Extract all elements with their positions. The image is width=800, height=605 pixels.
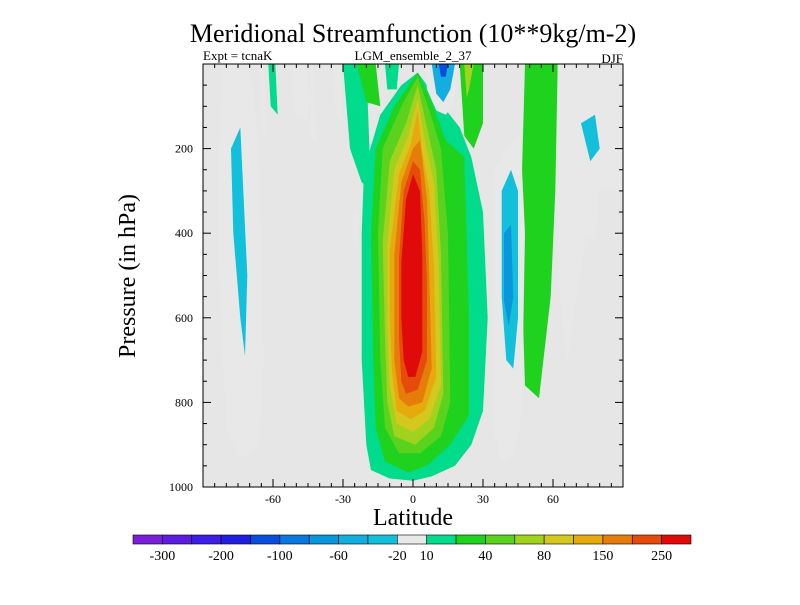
contour-region-30 bbox=[557, 64, 623, 361]
x-tick-label: 60 bbox=[547, 492, 559, 506]
colorbar bbox=[132, 534, 692, 545]
left-subtitle: Expt = tcnaK bbox=[203, 48, 273, 63]
center-subtitle: LGM_ensemble_2_37 bbox=[355, 48, 472, 63]
colorbar-label: -60 bbox=[329, 549, 348, 564]
y-tick-labels: 200 400 600 800 1000 bbox=[169, 142, 193, 494]
colorbar-swatch bbox=[338, 534, 369, 545]
colorbar-swatch bbox=[279, 534, 310, 545]
tick-layer bbox=[203, 64, 623, 487]
contour-region-4 bbox=[291, 64, 311, 119]
colorbar-swatch bbox=[661, 534, 692, 545]
contour-region-10 bbox=[385, 64, 399, 90]
colorbar-label: -100 bbox=[267, 549, 293, 564]
contour-region-5 bbox=[310, 64, 318, 145]
colorbar-label: 80 bbox=[537, 549, 551, 564]
contour-region-29 bbox=[504, 224, 514, 327]
colorbar-swatch bbox=[397, 534, 427, 545]
contour-region-20 bbox=[459, 64, 483, 149]
y-axis-label: Pressure (in hPa) bbox=[115, 194, 141, 358]
contour-region-22 bbox=[520, 64, 558, 399]
colorbar-swatch bbox=[220, 534, 251, 545]
colorbar-swatch bbox=[132, 534, 163, 545]
plot-frame bbox=[202, 63, 624, 488]
y-tick-label: 400 bbox=[175, 226, 193, 240]
x-tick-label: -30 bbox=[335, 492, 351, 506]
contour-region-3 bbox=[268, 64, 278, 115]
colorbar-swatch bbox=[308, 534, 339, 545]
colorbar-swatch bbox=[426, 534, 457, 545]
x-tick-label: 30 bbox=[477, 492, 489, 506]
colorbar-label: -20 bbox=[388, 549, 407, 564]
contour-region-6 bbox=[333, 64, 343, 124]
colorbar-label: 250 bbox=[651, 549, 672, 564]
x-tick-label: 0 bbox=[410, 492, 416, 506]
contour-region-26 bbox=[438, 64, 448, 77]
colorbar-swatch bbox=[573, 534, 604, 545]
contour-layer bbox=[217, 64, 623, 481]
colorbar-swatch bbox=[631, 534, 662, 545]
colorbar-swatch bbox=[455, 534, 486, 545]
colorbar-label: 10 bbox=[420, 549, 434, 564]
contour-region-7 bbox=[352, 207, 360, 251]
contour-region-8 bbox=[343, 64, 371, 191]
contour-region-2 bbox=[259, 64, 266, 136]
colorbar-labels: -300 -200 -100 -60 -20 10 40 80 150 250 bbox=[150, 549, 673, 564]
contour-region-21 bbox=[464, 64, 474, 98]
colorbar-swatch bbox=[514, 534, 545, 545]
contour-region-19 bbox=[401, 174, 423, 377]
y-tick-label: 200 bbox=[175, 142, 193, 156]
colorbar-swatch bbox=[162, 534, 193, 545]
colorbar-swatch bbox=[250, 534, 281, 545]
y-tick-label: 600 bbox=[175, 311, 193, 325]
contour-region-1 bbox=[231, 127, 248, 356]
colorbar-swatch bbox=[602, 534, 633, 545]
colorbar-label: 150 bbox=[592, 549, 613, 564]
contour-region-31 bbox=[581, 114, 600, 162]
y-tick-label: 800 bbox=[175, 395, 193, 409]
y-tick-label: 1000 bbox=[169, 480, 193, 494]
colorbar-label: 40 bbox=[478, 549, 492, 564]
x-tick-label: -60 bbox=[265, 492, 281, 506]
colorbar-swatch bbox=[543, 534, 574, 545]
contour-region-25 bbox=[431, 64, 455, 103]
contour-region-9 bbox=[357, 64, 381, 107]
colorbar-swatch bbox=[367, 534, 398, 545]
right-subtitle: DJF bbox=[601, 51, 623, 66]
x-axis-label: Latitude bbox=[373, 505, 453, 531]
colorbar-swatch bbox=[485, 534, 516, 545]
colorbar-label: -200 bbox=[208, 549, 234, 564]
x-tick-labels: -60 -30 0 30 60 bbox=[265, 492, 559, 506]
colorbar-swatch bbox=[191, 534, 222, 545]
colorbar-label: -300 bbox=[150, 549, 176, 564]
chart-title: Meridional Streamfunction (10**9kg/m-2) bbox=[190, 19, 636, 48]
